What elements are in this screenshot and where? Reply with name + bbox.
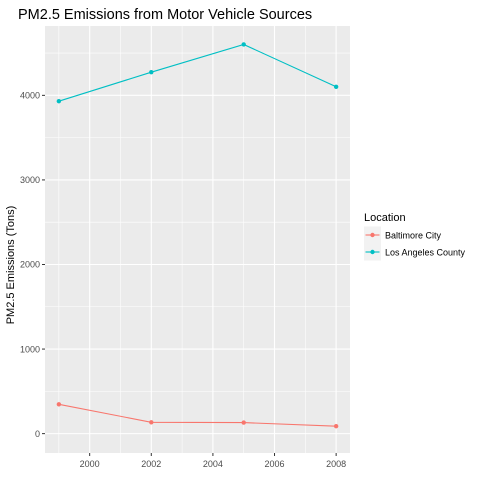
data-point — [57, 99, 61, 103]
legend-key-point — [370, 250, 374, 254]
data-point — [149, 70, 153, 74]
data-point — [57, 402, 61, 406]
x-tick-label: 2008 — [326, 459, 346, 469]
data-point — [334, 424, 338, 428]
y-tick-label: 3000 — [20, 175, 40, 185]
data-point — [149, 420, 153, 424]
x-tick-label: 2006 — [265, 459, 285, 469]
data-point — [334, 85, 338, 89]
legend: Location Baltimore City Los Angeles Count… — [364, 212, 466, 261]
data-point — [242, 42, 246, 46]
legend-label: Baltimore City — [385, 231, 442, 241]
x-tick-label: 2002 — [141, 459, 161, 469]
legend-title: Location — [364, 212, 406, 224]
y-tick-label: 2000 — [20, 260, 40, 270]
y-axis-label: PM2.5 Emissions (Tons) — [5, 206, 17, 325]
y-tick-label: 1000 — [20, 344, 40, 354]
y-tick-label: 0 — [35, 429, 40, 439]
plot-panel — [45, 26, 350, 453]
legend-key-point — [370, 233, 374, 237]
chart-title: PM2.5 Emissions from Motor Vehicle Sourc… — [18, 7, 312, 23]
data-point — [242, 420, 246, 424]
x-tick-label: 2004 — [203, 459, 223, 469]
y-tick-label: 4000 — [20, 91, 40, 101]
legend-label: Los Angeles County — [385, 248, 466, 258]
x-tick-label: 2000 — [80, 459, 100, 469]
